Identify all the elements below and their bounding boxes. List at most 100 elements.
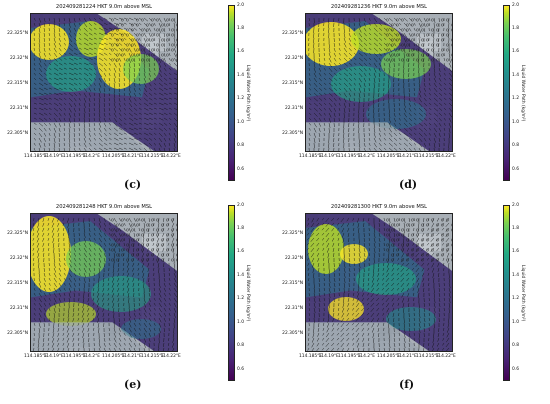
colorbar-tick-label: 1.2 (512, 296, 519, 302)
y-tick-label: 22.315°N (282, 81, 303, 86)
colorbar-tick-label: 0.8 (512, 343, 519, 349)
y-tick-label: 22.325°N (282, 231, 303, 236)
panel-title: 202409281236 HKT 9.0m above MSL (330, 4, 428, 10)
y-tick-label: 22.305°N (7, 131, 28, 136)
x-tick-label: 114.21°E (121, 354, 142, 359)
colorbar-tick-label: 0.6 (237, 166, 244, 172)
colorbar-tick-label: 2.0 (512, 2, 519, 8)
lwp-blob (340, 244, 368, 264)
lwp-blob (328, 297, 364, 321)
map-svg (31, 14, 177, 151)
y-tick-label: 22.325°N (282, 31, 303, 36)
y-tick-label: 22.325°N (7, 231, 28, 236)
lwp-blob (46, 302, 96, 326)
land-lower-left (31, 322, 147, 351)
x-tick-label: 114.19°E (43, 154, 64, 159)
x-tick-label: 114.22°E (160, 154, 181, 159)
x-tick-label: 114.19°E (43, 354, 64, 359)
x-tick-label: 114.21°E (121, 154, 142, 159)
map-panel: 202409281224 HKT 9.0m above MSL 22.325°N 2… (0, 0, 275, 200)
x-tick-label: 114.195°E (63, 354, 87, 359)
y-tick-label: 22.32°N (284, 56, 303, 61)
colorbar-label: Liquid Water Path (kg/m²) (245, 265, 250, 322)
colorbar-tick-label: 0.6 (237, 366, 244, 372)
y-tick-label: 22.32°N (9, 56, 28, 61)
x-tick-label: 114.21°E (396, 354, 417, 359)
colorbar-tick-label: 1.4 (237, 272, 244, 278)
x-tick-label: 114.185°E (299, 154, 323, 159)
map-plot (30, 13, 178, 152)
colorbar-tick-label: 0.6 (512, 166, 519, 172)
x-tick-label: 114.205°E (377, 154, 401, 159)
x-tick-label: 114.2°E (357, 354, 376, 359)
colorbar-tick-label: 1.6 (512, 249, 519, 255)
lwp-blob (386, 307, 436, 331)
colorbar-tick-label: 2.0 (237, 202, 244, 208)
x-tick-label: 114.22°E (160, 354, 181, 359)
land-lower-left (306, 122, 422, 151)
y-tick-label: 22.305°N (282, 131, 303, 136)
lwp-blob (66, 241, 106, 277)
x-tick-label: 114.215°E (141, 154, 165, 159)
panel-caption: (d) (399, 178, 418, 191)
x-tick-label: 114.19°E (318, 354, 339, 359)
colorbar-tick-label: 1.4 (512, 72, 519, 78)
land-lower-left (31, 122, 147, 151)
map-panel: 202409281248 HKT 9.0m above MSL 22.325°N 2… (0, 200, 275, 400)
lwp-blob (381, 49, 431, 79)
lwp-blob (31, 24, 69, 60)
panel-title: 202409281224 HKT 9.0m above MSL (55, 4, 153, 10)
x-tick-label: 114.195°E (338, 154, 362, 159)
x-tick-label: 114.195°E (63, 154, 87, 159)
map-svg (306, 214, 452, 351)
x-tick-label: 114.19°E (318, 154, 339, 159)
colorbar-tick-label: 1.8 (512, 225, 519, 231)
x-tick-label: 114.185°E (24, 354, 48, 359)
lwp-blob (121, 319, 161, 339)
x-tick-label: 114.2°E (82, 354, 101, 359)
colorbar-tick-label: 0.8 (237, 143, 244, 149)
colorbar-tick-label: 0.6 (512, 366, 519, 372)
wind-vectors (32, 217, 177, 351)
y-tick-label: 22.31°N (284, 106, 303, 111)
y-tick-label: 22.31°N (284, 306, 303, 311)
map-panel: 202409281300 HKT 9.0m above MSL 22.325°N 2… (275, 200, 550, 400)
x-tick-label: 114.185°E (299, 354, 323, 359)
colorbar-tick-label: 1.6 (237, 49, 244, 55)
colorbar-tick-label: 1.0 (512, 119, 519, 125)
wind-vectors (308, 17, 452, 151)
y-tick-label: 22.315°N (7, 281, 28, 286)
colorbar (503, 5, 510, 181)
y-tick-label: 22.305°N (282, 331, 303, 336)
calm-markers (111, 18, 177, 62)
x-tick-label: 114.185°E (24, 154, 48, 159)
calm-markers (386, 218, 452, 262)
colorbar-tick-label: 1.0 (512, 319, 519, 325)
x-tick-label: 114.205°E (102, 154, 126, 159)
x-tick-label: 114.2°E (357, 154, 376, 159)
colorbar-tick-label: 1.8 (237, 25, 244, 31)
colorbar-tick-label: 1.4 (512, 272, 519, 278)
calm-markers (386, 18, 452, 62)
x-tick-label: 114.21°E (396, 154, 417, 159)
colorbar-tick-label: 1.8 (512, 25, 519, 31)
colorbar-label: Liquid Water Path (kg/m²) (520, 265, 525, 322)
colorbar-tick-label: 1.0 (237, 319, 244, 325)
y-tick-label: 22.305°N (7, 331, 28, 336)
map-panel: 202409281236 HKT 9.0m above MSL 22.325°N 2… (275, 0, 550, 200)
y-tick-label: 22.325°N (7, 31, 28, 36)
colorbar-tick-label: 1.4 (237, 72, 244, 78)
map-plot (305, 13, 453, 152)
panel-title: 202409281300 HKT 9.0m above MSL (330, 204, 428, 210)
panel-caption: (c) (124, 178, 142, 191)
x-tick-label: 114.215°E (416, 154, 440, 159)
colorbar (503, 205, 510, 381)
y-tick-label: 22.32°N (9, 256, 28, 261)
colorbar-label: Liquid Water Path (kg/m²) (520, 65, 525, 122)
x-tick-label: 114.195°E (338, 354, 362, 359)
colorbar-tick-label: 1.2 (237, 296, 244, 302)
map-plot (305, 213, 453, 352)
x-tick-label: 114.2°E (82, 154, 101, 159)
y-tick-label: 22.31°N (9, 306, 28, 311)
map-svg (306, 14, 452, 151)
